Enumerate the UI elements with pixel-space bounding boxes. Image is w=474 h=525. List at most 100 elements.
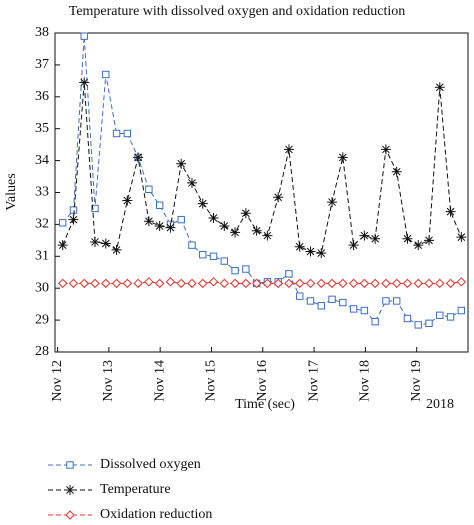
marker xyxy=(186,177,197,188)
legend-label: Dissolved oxygen xyxy=(100,457,201,472)
marker xyxy=(122,195,133,206)
marker xyxy=(251,278,262,289)
marker xyxy=(435,278,445,289)
marker xyxy=(295,278,305,289)
marker xyxy=(165,277,176,287)
plot-frame xyxy=(54,32,469,353)
marker xyxy=(327,278,337,289)
marker xyxy=(68,278,79,289)
marker xyxy=(240,208,251,219)
marker xyxy=(57,240,68,251)
marker xyxy=(262,230,273,241)
marker xyxy=(91,204,99,213)
marker xyxy=(337,152,348,163)
marker xyxy=(242,265,250,273)
marker xyxy=(283,144,294,155)
marker xyxy=(414,321,422,329)
marker xyxy=(66,461,74,469)
marker xyxy=(424,235,435,246)
marker xyxy=(68,214,79,225)
x-tick-label: Nov 14 xyxy=(152,360,167,402)
marker xyxy=(143,216,154,227)
marker xyxy=(348,278,359,289)
marker xyxy=(284,278,294,289)
marker xyxy=(380,144,391,155)
marker xyxy=(392,297,401,305)
marker xyxy=(122,278,133,289)
marker xyxy=(317,302,325,310)
x-tick-label: Nov 15 xyxy=(204,360,219,402)
marker xyxy=(100,238,111,249)
marker xyxy=(199,251,207,259)
y-tick-label: 32 xyxy=(35,217,49,232)
marker xyxy=(456,277,467,287)
x-tick-label: Nov 18 xyxy=(358,360,373,402)
marker xyxy=(145,185,153,194)
y-tick-label: 29 xyxy=(35,312,49,327)
marker xyxy=(316,278,326,289)
y-tick-label: 33 xyxy=(35,185,49,200)
marker xyxy=(457,306,466,315)
marker xyxy=(165,222,176,233)
x-tick-label: Nov 13 xyxy=(101,360,116,402)
marker xyxy=(231,266,239,275)
marker xyxy=(403,314,412,323)
series-line xyxy=(62,82,462,254)
legend-entry: Oxidation reduction xyxy=(48,507,212,522)
marker xyxy=(65,510,75,520)
marker xyxy=(371,317,379,326)
marker xyxy=(111,244,122,255)
marker xyxy=(112,129,121,138)
marker xyxy=(359,230,370,241)
marker xyxy=(230,227,241,238)
marker xyxy=(445,278,456,289)
marker xyxy=(327,197,338,208)
marker xyxy=(402,233,413,244)
marker xyxy=(154,278,165,289)
marker xyxy=(446,313,455,321)
marker xyxy=(328,295,336,304)
marker xyxy=(69,206,78,214)
marker xyxy=(251,225,262,236)
x-offset-label: 2018 xyxy=(426,397,454,412)
marker xyxy=(80,32,88,40)
marker xyxy=(359,278,370,289)
marker xyxy=(262,278,273,289)
y-tick-label: 35 xyxy=(35,121,49,136)
marker xyxy=(413,278,423,289)
marker xyxy=(177,215,185,224)
x-tick-label: Nov 17 xyxy=(306,360,321,402)
marker xyxy=(306,297,315,305)
marker xyxy=(197,198,208,209)
marker xyxy=(144,277,154,287)
legend-label: Oxidation reduction xyxy=(100,507,212,522)
marker xyxy=(79,77,90,88)
marker xyxy=(65,485,75,495)
marker xyxy=(456,232,467,243)
marker xyxy=(155,201,164,209)
x-axis-label: Time (sec) xyxy=(235,397,295,412)
marker xyxy=(382,297,390,305)
marker xyxy=(90,236,101,247)
x-tick-label: Nov 16 xyxy=(255,360,270,402)
marker xyxy=(209,252,218,261)
marker xyxy=(111,278,122,289)
marker xyxy=(208,277,219,287)
marker xyxy=(198,278,208,289)
chart-title: Temperature with dissolved oxygen and ox… xyxy=(69,4,406,19)
marker xyxy=(338,278,348,289)
series-line xyxy=(62,36,462,326)
marker xyxy=(370,233,381,244)
y-tick-label: 36 xyxy=(35,89,49,104)
marker xyxy=(273,192,284,203)
marker xyxy=(176,278,186,289)
marker xyxy=(402,278,413,289)
marker xyxy=(219,278,230,289)
y-axis-label: Values xyxy=(4,173,19,210)
y-tick-label: 30 xyxy=(35,280,49,295)
marker xyxy=(434,82,445,93)
marker xyxy=(339,298,347,307)
marker xyxy=(381,278,391,289)
marker xyxy=(220,257,229,265)
